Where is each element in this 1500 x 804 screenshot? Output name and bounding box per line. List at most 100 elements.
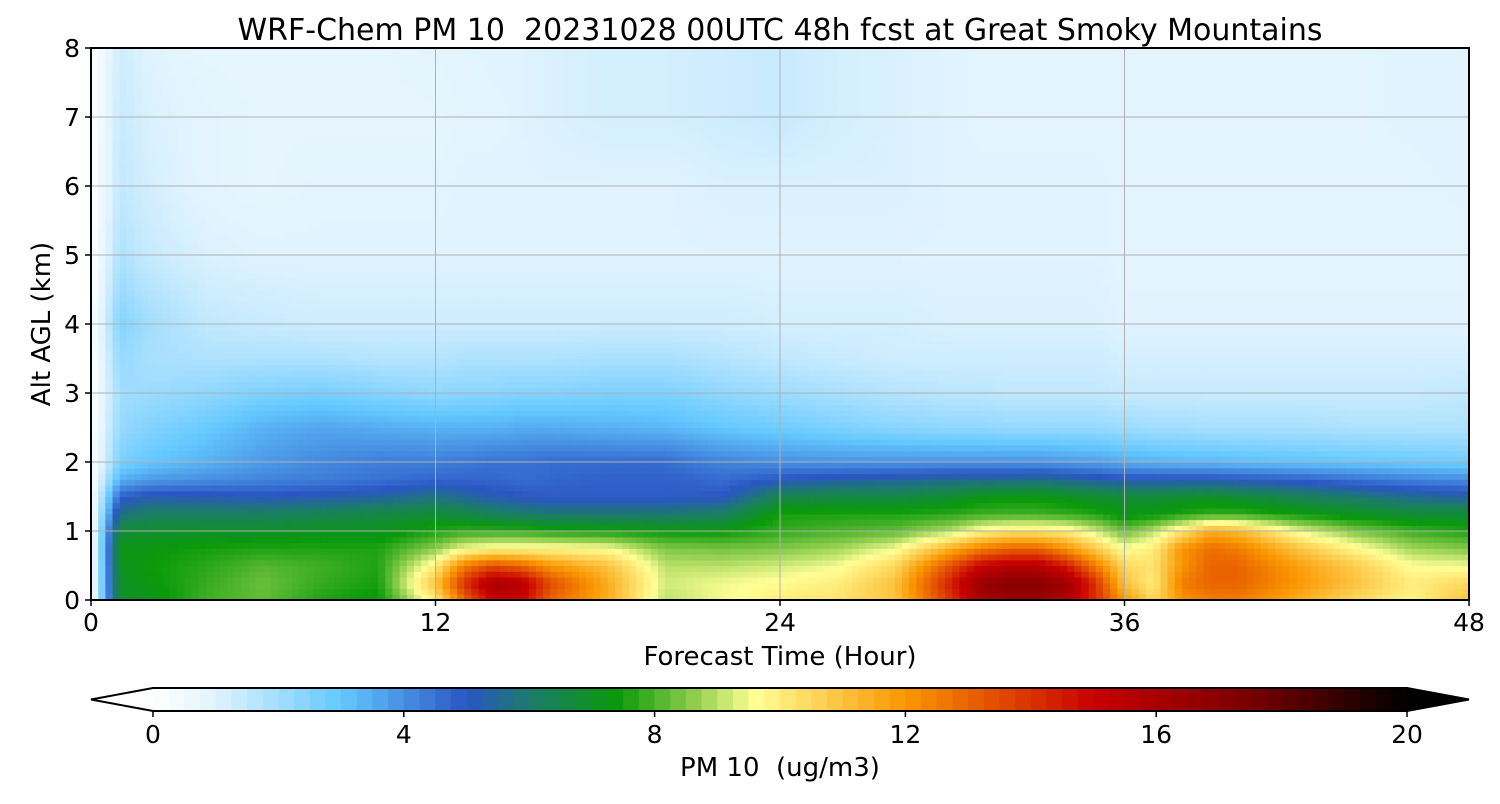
heatmap-cell — [851, 594, 860, 600]
heatmap-cell — [413, 582, 422, 590]
heatmap-cell — [535, 496, 544, 503]
heatmap-cell — [866, 467, 874, 475]
heatmap-cell — [105, 485, 114, 492]
heatmap-cell — [815, 462, 824, 469]
heatmap-cell — [1102, 554, 1111, 561]
heatmap-cell — [435, 571, 444, 578]
heatmap-cell — [657, 502, 666, 509]
heatmap-cell — [191, 496, 200, 503]
heatmap-cell — [1203, 462, 1212, 469]
heatmap-cell — [184, 502, 193, 509]
heatmap-cell — [1210, 485, 1219, 492]
heatmap-cell — [830, 502, 839, 509]
heatmap-cell — [535, 577, 544, 584]
heatmap-cell — [837, 531, 846, 538]
heatmap-cell — [471, 479, 480, 486]
heatmap-cell — [1160, 479, 1169, 486]
heatmap-cell — [894, 594, 903, 600]
heatmap-cell — [622, 508, 630, 515]
heatmap-cell — [945, 462, 953, 469]
heatmap-cell — [126, 450, 135, 457]
heatmap-cell — [973, 519, 982, 526]
heatmap-cell — [1138, 536, 1147, 544]
heatmap-cell — [1110, 542, 1118, 549]
heatmap-cell — [571, 571, 580, 578]
heatmap-cell — [1382, 450, 1391, 457]
heatmap-cell — [830, 467, 839, 475]
heatmap-cell — [1246, 554, 1255, 561]
heatmap-cell — [507, 588, 516, 595]
heatmap-cell — [1074, 450, 1083, 457]
heatmap-cell — [1131, 531, 1140, 538]
heatmap-cell — [1095, 559, 1104, 567]
heatmap-cell — [1418, 490, 1427, 498]
heatmap-cell — [686, 565, 695, 572]
heatmap-cell — [248, 519, 257, 526]
heatmap-cell — [672, 502, 681, 509]
heatmap-cell — [277, 456, 286, 463]
heatmap-cell — [858, 565, 867, 572]
heatmap-cell — [1088, 559, 1097, 567]
heatmap-cell — [1095, 479, 1104, 486]
heatmap-cell — [141, 594, 150, 600]
heatmap-cell — [1296, 508, 1305, 515]
heatmap-cell — [1059, 485, 1068, 492]
heatmap-cell — [1346, 456, 1355, 463]
heatmap-cell — [701, 502, 709, 509]
heatmap-cell — [205, 565, 214, 572]
heatmap-cell — [1110, 548, 1118, 555]
heatmap-cell — [435, 531, 444, 538]
heatmap-cell — [471, 519, 480, 526]
heatmap-cell — [1081, 473, 1090, 480]
heatmap-cell — [105, 582, 114, 590]
heatmap-cell — [1102, 531, 1111, 538]
heatmap-cell — [1138, 531, 1147, 538]
heatmap-cell — [1167, 496, 1176, 503]
heatmap-cell — [335, 554, 343, 561]
heatmap-cell — [851, 542, 860, 549]
heatmap-cell — [435, 548, 444, 555]
heatmap-cell — [1146, 554, 1154, 561]
heatmap-cell — [1189, 577, 1197, 584]
heatmap-cell — [1181, 519, 1190, 526]
heatmap-cell — [902, 531, 910, 538]
heatmap-cell — [270, 462, 279, 469]
heatmap-cell — [1411, 485, 1420, 492]
heatmap-cell — [435, 456, 444, 463]
heatmap-cell — [722, 485, 731, 492]
heatmap-cell — [1454, 554, 1463, 561]
heatmap-cell — [1196, 467, 1205, 475]
heatmap-cell — [198, 571, 207, 578]
heatmap-cell — [169, 554, 178, 561]
heatmap-cell — [356, 456, 365, 463]
heatmap-cell — [241, 462, 250, 469]
heatmap-cell — [672, 559, 681, 567]
heatmap-cell — [1052, 456, 1061, 463]
heatmap-cell — [1318, 525, 1327, 532]
heatmap-cell — [198, 508, 207, 515]
heatmap-cell — [428, 496, 437, 503]
heatmap-cell — [952, 519, 961, 526]
heatmap-cell — [579, 456, 587, 463]
heatmap-cell — [1253, 485, 1262, 492]
heatmap-cell — [873, 588, 882, 595]
heatmap-cell — [1232, 571, 1240, 578]
heatmap-cell — [844, 536, 853, 544]
heatmap-cell — [169, 577, 178, 584]
heatmap-cell — [1332, 594, 1341, 600]
heatmap-cell — [1339, 571, 1348, 578]
heatmap-cell — [98, 444, 106, 452]
heatmap-cell — [1016, 519, 1025, 526]
heatmap-cell — [1275, 513, 1283, 521]
heatmap-cell — [686, 462, 695, 469]
heatmap-cell — [1146, 577, 1154, 584]
heatmap-cell — [485, 519, 494, 526]
heatmap-cell — [1102, 536, 1111, 544]
heatmap-cell — [392, 577, 401, 584]
heatmap-cell — [923, 577, 932, 584]
heatmap-cell — [1189, 565, 1197, 572]
heatmap-cell — [263, 467, 272, 475]
heatmap-cell — [1454, 513, 1463, 521]
heatmap-cell — [1024, 496, 1032, 503]
heatmap-cell — [492, 531, 501, 538]
